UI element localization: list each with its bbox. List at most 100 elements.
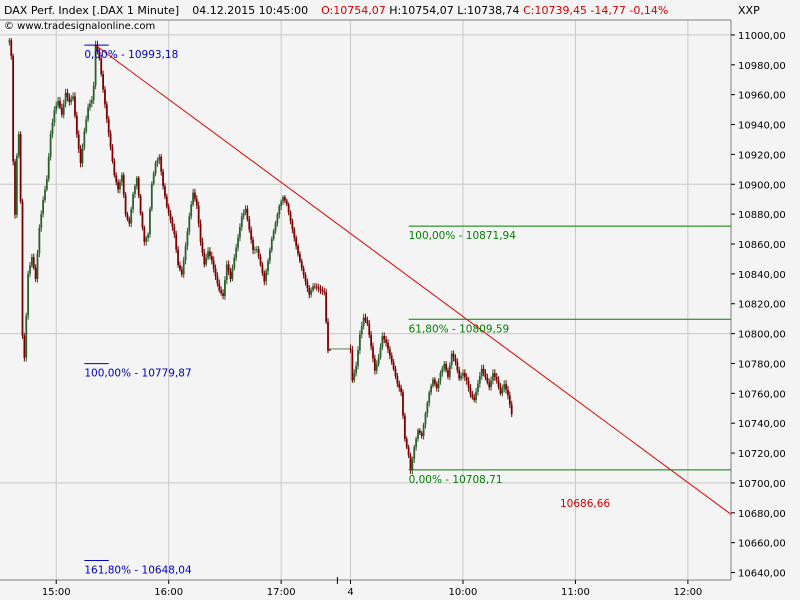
candle-body [306, 281, 309, 289]
plot-area [0, 20, 731, 580]
candle-body [17, 134, 20, 156]
fib-level-label: 100,00% - 10779,87 [84, 368, 191, 380]
candle-body [229, 271, 232, 280]
y-tick-label: 10840,00 [738, 270, 786, 281]
candle-body [160, 156, 163, 172]
candle-body [10, 40, 13, 56]
candle-body [87, 107, 89, 120]
candle-body [463, 372, 466, 377]
y-tick-label: 11000,00 [738, 31, 786, 42]
candle-body [280, 201, 283, 207]
candle-body [225, 264, 228, 281]
candle-body [212, 260, 215, 269]
candle-body [120, 175, 123, 183]
candle-body [381, 335, 384, 347]
candle-body [300, 261, 303, 269]
candle-body [441, 368, 444, 373]
candle-body [195, 199, 198, 206]
candle-body [315, 286, 318, 288]
candle-body [340, 348, 343, 350]
candle-body [210, 255, 213, 261]
candle-body [44, 189, 46, 200]
candle-body [79, 149, 82, 164]
candle-body [265, 271, 268, 282]
candle-body [203, 252, 206, 265]
candle-body [171, 219, 174, 227]
candle-body [259, 256, 262, 265]
instrument-label: DAX Perf. Index [.DAX 1 Minute] [4, 4, 180, 17]
candle-body [240, 216, 243, 228]
candle-body [96, 44, 99, 52]
candle-body [486, 377, 489, 383]
candle-body [27, 273, 30, 316]
candle-body [179, 265, 181, 270]
candle-body [19, 134, 22, 202]
candle-body [182, 260, 185, 275]
candle-body [59, 100, 61, 108]
candle-body [448, 365, 451, 377]
candle-body [190, 204, 193, 217]
y-tick-label: 10800,00 [738, 330, 786, 341]
y-tick-label: 10860,00 [738, 240, 786, 251]
candle-body [375, 364, 378, 371]
candle-body [53, 110, 56, 123]
candle-body [164, 186, 166, 197]
candle-body [327, 321, 329, 351]
fib-level-label: 0,00% - 10993,18 [84, 49, 178, 61]
candle-body [134, 186, 136, 195]
source-credit: © www.tradesignalonline.com [4, 21, 156, 32]
candle-body [432, 379, 434, 386]
candle-body [119, 182, 121, 190]
candle-body [377, 357, 380, 365]
candle-body [493, 373, 496, 377]
candle-body [113, 161, 116, 176]
candle-body [255, 249, 258, 250]
candle-body [235, 247, 238, 258]
candle-body [383, 335, 386, 340]
candle-body [366, 320, 369, 324]
candle-body [201, 241, 204, 253]
candle-body [334, 348, 337, 350]
candle-body [49, 134, 52, 157]
candle-body [392, 362, 395, 369]
low-value: L:10738,74 [457, 4, 520, 17]
candle-body [47, 156, 50, 179]
candle-body [104, 89, 106, 105]
candle-body [222, 293, 224, 296]
candle-body [460, 375, 462, 379]
candle-body [70, 99, 73, 103]
candle-body [418, 430, 421, 434]
candle-body [180, 269, 183, 275]
x-tick-label: 15:00 [42, 587, 71, 598]
candle-body [57, 100, 60, 106]
candle-body [124, 194, 127, 215]
candle-body [411, 458, 414, 471]
candle-body [484, 373, 487, 378]
candle-body [51, 122, 54, 135]
candle-body [165, 196, 168, 207]
x-axis: 15:00 16:00 17:00 4 10:00 11:00 12:00 [42, 577, 702, 598]
candle-body [510, 404, 513, 415]
candle-body [175, 234, 178, 250]
candle-body [499, 386, 502, 394]
y-tick-label: 10640,00 [738, 569, 786, 580]
candle-body [409, 455, 412, 471]
candle-body [220, 290, 223, 294]
candle-body [186, 231, 189, 247]
candle-body [36, 253, 39, 279]
candle-body [227, 264, 230, 272]
candle-body [362, 317, 365, 327]
x-tick-label: 17:00 [267, 587, 296, 598]
candle-body [145, 237, 148, 242]
candle-body [282, 197, 284, 202]
candle-body [156, 160, 159, 164]
candle-body [92, 85, 95, 100]
candle-body [332, 348, 335, 350]
candle-body [482, 368, 485, 374]
candle-body [353, 373, 356, 381]
candle-body [507, 389, 509, 396]
candle-body [445, 363, 447, 371]
candle-body [14, 161, 16, 215]
candle-body [135, 177, 138, 187]
candle-body [308, 288, 311, 295]
